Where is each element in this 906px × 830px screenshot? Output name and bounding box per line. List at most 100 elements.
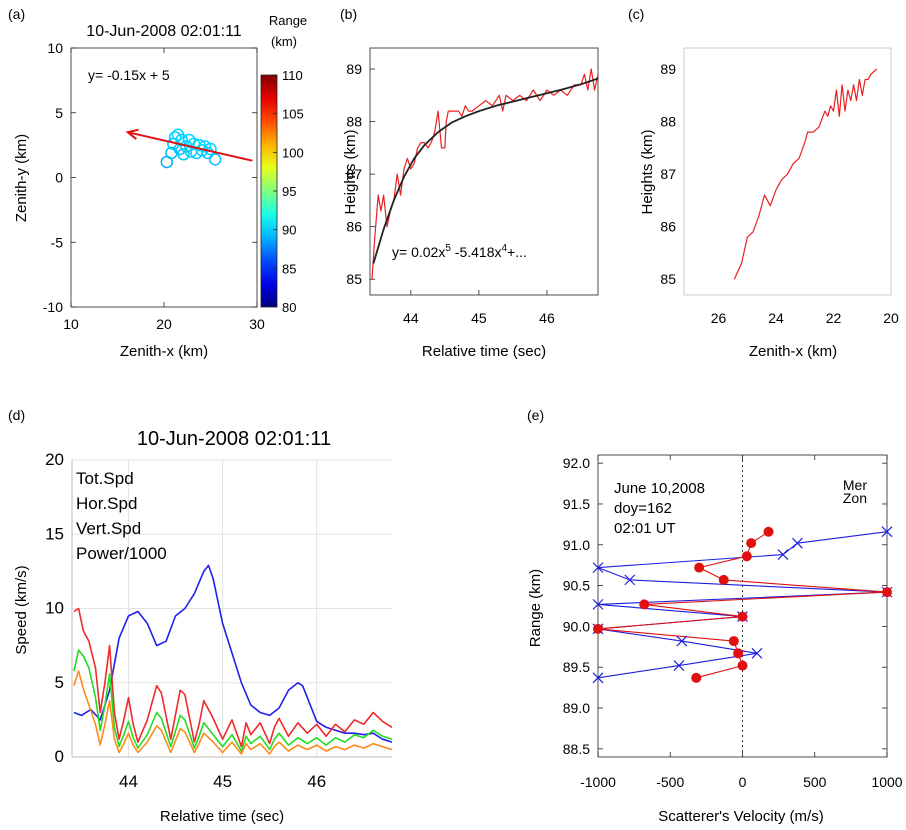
panel-d-y-tick-label: 0 [55,747,64,766]
panel-e-mer-marker [592,598,604,610]
panel-e-zon-marker [728,636,739,647]
panel-b-series-line [372,77,599,264]
panel-a-x-tick-label: 10 [63,316,79,332]
panel-a-colorbar-title: (km) [271,34,297,49]
panel-b-y-tick-label: 87 [346,166,362,182]
panel-a-fit-arrow-head [125,128,139,140]
panel-a-y-tick-label: -5 [51,234,64,250]
panel-c-y-tick-label: 87 [660,166,676,182]
panel-a-colorbar-tick-label: 110 [282,68,303,83]
panel-e-zon-marker [746,538,757,549]
panel-c-y-tick-label: 88 [660,114,676,130]
panel-a-y-tick-label: 10 [47,40,63,56]
panel-b-x-tick-label: 45 [471,310,487,326]
panel-e-mer-marker [673,660,685,672]
panel-e-mer-marker [592,672,604,684]
panel-a-colorbar-tick-label: 90 [282,223,296,238]
panel-c-y-tick-label: 85 [660,271,676,287]
panel-b-ylabel: Heights (km) [342,129,359,214]
panel-d-legend-entry: Vert.Spd [76,519,141,538]
panel-c-label: (c) [628,6,644,22]
panel-e-zon-marker [691,672,702,683]
panel-b-y-tick-label: 88 [346,114,362,130]
panel-d-y-tick-label: 10 [45,599,64,618]
panel-e-mer-marker [751,647,763,659]
panel-e-mer-marker [624,574,636,586]
panel-e-xlabel: Scatterer's Velocity (m/s) [658,808,823,825]
panel-a-fit-equation: y= -0.15x + 5 [88,67,170,83]
panel-b-fit-equation-part: 4 [501,243,507,254]
panel-b-fit-equation-part: y= 0.02x [392,244,445,260]
panel-c-series-line [733,68,878,280]
panel-b-y-tick-label: 86 [346,219,362,235]
panel-e-y-tick-label: 92.0 [563,455,590,471]
panel-e-zon-marker [694,562,705,573]
panel-d-legend-entry: Hor.Spd [76,494,137,513]
panel-b-x-tick-label: 44 [403,310,419,326]
panel-e-mer-marker [777,549,789,561]
panel-d-series-line [73,607,393,748]
panel-b-fit-equation: y= 0.02x5 -5.418x4+... [392,243,527,260]
panel-e-zon-marker [882,587,892,598]
panel-c-x-tick-label: 20 [883,310,899,326]
panel-e-legend-entry: Zon [843,490,867,506]
panel-d-title: 10-Jun-2008 02:01:11 [137,428,331,450]
panel-d-series-line [73,670,393,755]
panel-a-colorbar-tick-label: 105 [282,107,304,122]
panel-e-annotation-line: 02:01 UT [614,520,676,537]
panel-e-mer-marker [676,635,688,647]
panel-a-ylabel: Zenith-y (km) [13,134,30,222]
panel-d-x-tick-label: 44 [119,772,138,791]
panel-d-x-tick-label: 46 [307,772,326,791]
panel-a-xlabel: Zenith-x (km) [120,343,208,360]
panel-d-y-tick-label: 15 [45,524,64,543]
panel-a-y-tick-label: -10 [43,299,63,315]
panel-e-y-tick-label: 90.5 [563,578,590,594]
panel-e-y-tick-label: 88.5 [563,741,590,757]
panel-d-y-tick-label: 5 [55,673,64,692]
panel-e-label: (e) [527,407,544,423]
panel-e-annotation-line: doy=162 [614,500,672,517]
panel-e-x-tick-label: -500 [656,774,684,790]
panel-a-colorbar-tick-label: 85 [282,261,296,276]
panel-a-x-tick-label: 20 [156,316,172,332]
panel-d-legend-entry: Power/1000 [76,544,167,563]
panel-d-label: (d) [8,407,25,423]
panel-b-fit-equation-part: -5.418x [451,244,502,260]
panel-a-point [208,153,222,166]
panel-c-x-tick-label: 26 [711,310,727,326]
panel-a-point [177,147,190,161]
panel-e-y-tick-label: 91.0 [563,537,590,553]
panel-e-y-tick-label: 89.5 [563,659,590,675]
panel-e-zon-marker [763,526,774,537]
panel-a-colorbar-tick-label: 80 [282,300,296,315]
panel-e-mer-marker [881,526,893,538]
panel-b-frame [369,47,599,296]
panel-c-xlabel: Zenith-x (km) [749,343,837,360]
panel-c-frame [683,47,892,296]
panel-a-x-tick-label: 30 [249,316,265,332]
panel-d-x-tick-label: 45 [213,772,232,791]
panel-e-y-tick-label: 89.0 [563,700,590,716]
panel-b-x-tick-label: 46 [539,310,555,326]
panel-e-zon-marker [733,648,744,659]
panel-a-fit-arrow-line [127,131,253,162]
panel-e-zon-marker [741,551,752,562]
panel-c-ylabel: Heights (km) [639,129,656,214]
panel-e-x-tick-label: 1000 [871,774,902,790]
panel-c-y-tick-label: 86 [660,219,676,235]
panel-d-y-tick-label: 20 [45,450,64,469]
panel-e-zon-marker [639,599,650,610]
panel-e-y-tick-label: 90.0 [563,618,590,634]
panel-d-series-line [73,649,393,752]
panel-a-y-tick-label: 0 [55,170,63,186]
panel-b-y-tick-label: 89 [346,61,362,77]
panel-b-fit-equation-part: +... [507,244,527,260]
panel-b-label: (b) [340,6,357,22]
panel-e-zon-marker [737,660,748,671]
panel-a-y-tick-label: 5 [55,105,63,121]
panel-c-y-tick-label: 89 [660,61,676,77]
panel-e-ylabel: Range (km) [527,569,544,647]
panel-e-x-tick-label: 500 [803,774,827,790]
